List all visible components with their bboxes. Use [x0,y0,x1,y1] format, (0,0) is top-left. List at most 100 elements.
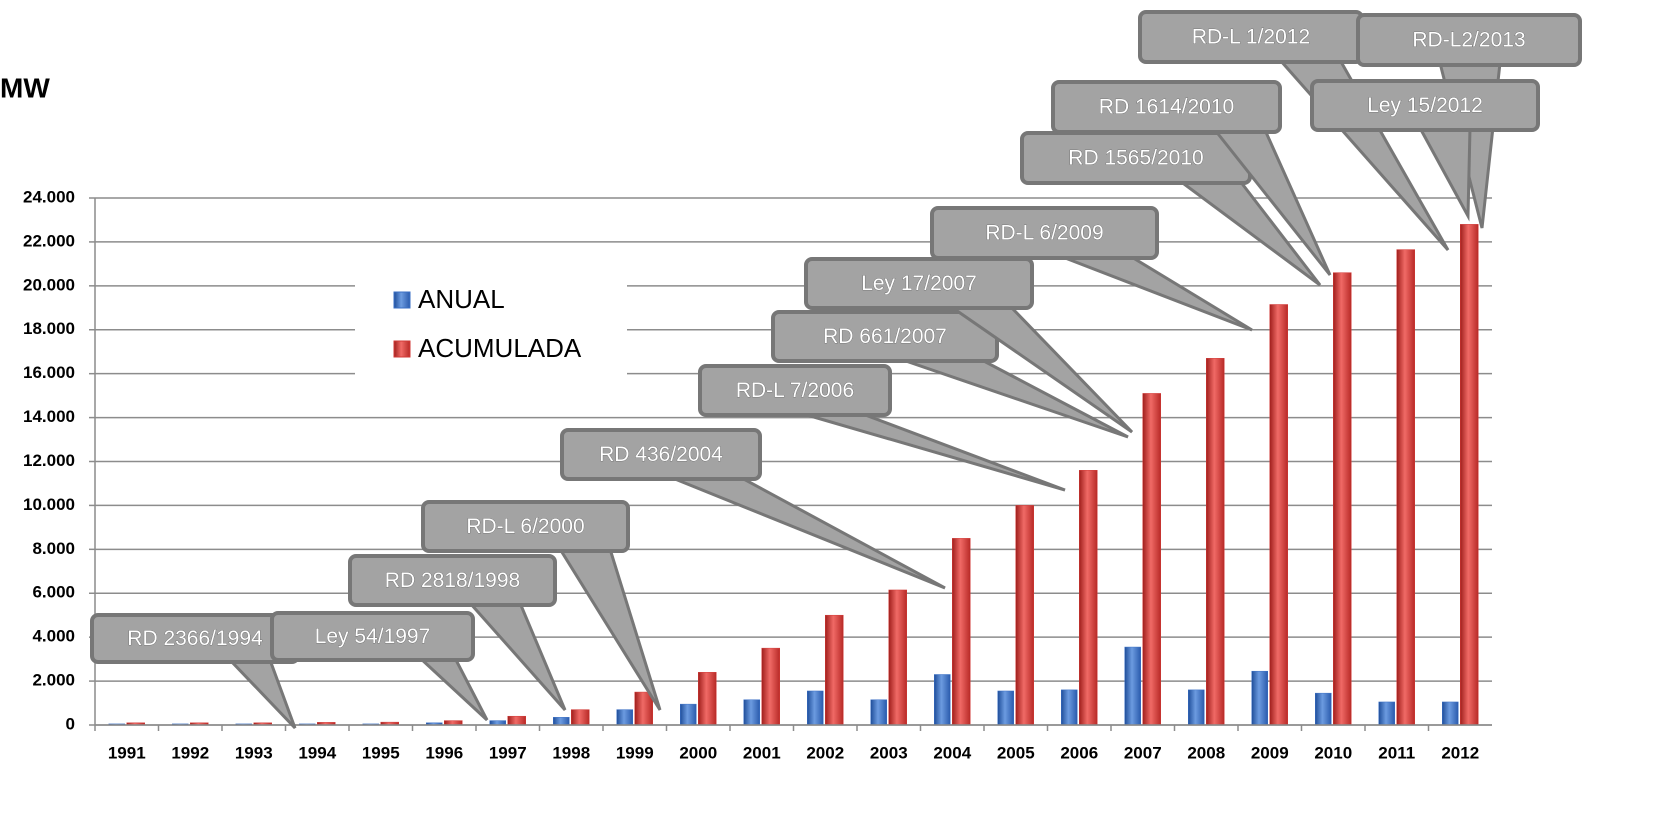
x-tick-label: 1996 [425,743,463,762]
callout-cover [418,654,457,658]
callout-pointer [557,547,662,711]
x-tick-label: 2004 [933,743,971,762]
callout-box [930,206,1159,260]
callout-text: RD-L 6/2009 [985,222,1103,245]
x-tick-label: 2008 [1187,743,1225,762]
callout-pointer [226,658,297,730]
y-tick-label: 22.000 [23,231,75,250]
callout-cover [668,473,742,477]
x-tick-label: 1992 [171,743,209,762]
callout-text: RD-L 1/2012 [1192,26,1310,49]
callout-cover [1058,252,1132,256]
x-tick-label: 2002 [806,743,844,762]
y-tick-label: 14.000 [23,407,75,426]
x-tick-label: 1995 [362,743,400,762]
x-tick-label: 2000 [679,743,717,762]
bar [1124,646,1141,726]
callout-text: Ley 15/2012 [1367,94,1483,117]
bar [1079,470,1098,726]
bar [997,690,1014,726]
callout-pointer [799,411,1066,492]
x-tick-label: 1993 [235,743,273,762]
bar [698,672,717,726]
x-tick-label: 1997 [489,743,527,762]
callout-cover [948,302,1012,306]
bar [825,614,844,726]
legend-bg [355,272,627,382]
callout-text: RD-L2/2013 [1412,29,1525,52]
callout-cover [1178,177,1242,181]
y-tick-label: 2.000 [32,671,75,690]
callout-cover [1278,56,1342,60]
bar [507,715,526,726]
bar [1251,670,1268,726]
y-tick-label: 4.000 [32,627,75,646]
bar [870,699,887,726]
callout-text: RD 2818/1998 [385,569,520,592]
callout-pointer [416,656,489,722]
legend-swatch [393,340,411,358]
bar [680,703,697,726]
callout-text: RD-L 7/2006 [736,379,854,402]
bar [571,709,590,726]
bar [1333,272,1352,726]
bar [1015,505,1034,726]
bar [1206,358,1225,726]
callout-box [698,364,892,417]
bar [634,691,653,726]
callout-pointer [1059,254,1253,332]
bar [1460,224,1479,726]
x-tick-label: 2006 [1060,743,1098,762]
bar [952,538,971,726]
bar [1396,249,1415,726]
bar [616,709,633,726]
y-tick-label: 16.000 [23,363,75,382]
y-axis-label: MW [0,72,50,103]
callout-box [1356,13,1582,67]
callout-pointer [1417,126,1472,222]
bar [1378,701,1395,726]
callout-cover [228,656,272,660]
x-tick-label: 2011 [1378,743,1415,762]
callout-text: Ley 54/1997 [315,625,431,648]
bar [1269,304,1288,726]
x-tick-label: 1998 [552,743,590,762]
callout-box [421,500,630,553]
callout-cover [558,545,612,549]
callout-text: RD 661/2007 [823,325,947,348]
callout-cover [468,599,522,603]
bar [1188,689,1205,726]
y-tick-label: 24.000 [23,187,75,206]
bar [934,674,951,726]
bar [807,690,824,726]
callout-box [1051,80,1282,134]
legend-label: ANUAL [418,284,505,314]
bar [1142,393,1161,726]
callout-cover [1213,126,1267,130]
bar [1315,692,1332,726]
bar [761,647,780,726]
callout-text: Ley 17/2007 [861,272,977,295]
y-tick-label: 12.000 [23,451,75,470]
x-tick-label: 2009 [1251,743,1289,762]
callout-cover [1418,124,1472,128]
bar [553,717,570,726]
bar [1442,701,1459,726]
callout-pointer [669,475,946,590]
x-tick-label: 2001 [743,743,781,762]
callout-box [560,428,762,481]
callout-text: RD 1614/2010 [1099,96,1234,119]
y-tick-label: 0 [66,714,75,733]
callout-text: RD 436/2004 [599,443,723,466]
callout-box [1310,79,1540,132]
x-tick-label: 1991 [108,743,146,762]
callout-text: RD 1565/2010 [1068,147,1203,170]
callout-box [348,554,557,607]
legend-swatch [393,291,411,309]
x-tick-label: 1994 [298,743,336,762]
legend-label: ACUMULADA [418,333,582,363]
callout-cover [898,355,982,359]
x-tick-label: 2007 [1124,743,1162,762]
callout-box [804,257,1034,310]
